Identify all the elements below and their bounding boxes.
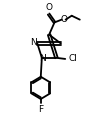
Text: O: O bbox=[45, 3, 52, 12]
Text: N: N bbox=[30, 38, 37, 47]
Text: O: O bbox=[60, 15, 67, 24]
Text: Cl: Cl bbox=[68, 54, 77, 63]
Text: N: N bbox=[39, 54, 46, 63]
Text: F: F bbox=[38, 105, 43, 114]
